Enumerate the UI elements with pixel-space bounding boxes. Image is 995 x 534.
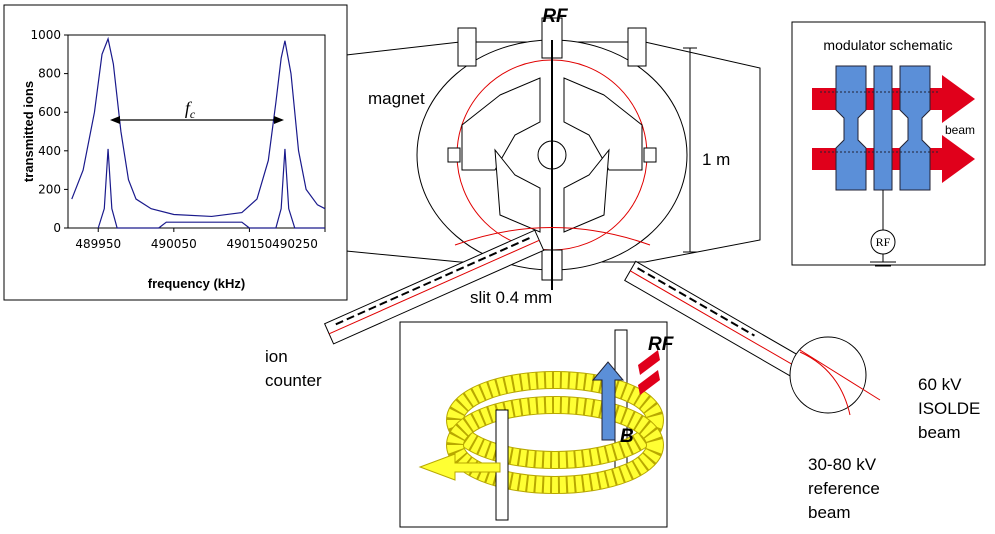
y-tick-label: 400 <box>38 144 61 158</box>
x-axis-label: frequency (kHz) <box>148 276 246 291</box>
x-tick-label: 490050 <box>151 237 197 251</box>
figure: RF magnet 1 m slit 0.4 mm ioncounter 60 … <box>0 0 995 534</box>
y-tick-label: 200 <box>38 182 61 196</box>
y-tick-label: 600 <box>38 105 61 119</box>
scale-label: 1 m <box>702 150 730 169</box>
inset-rf-label: RF <box>648 334 675 355</box>
x-tick-label: 490250 <box>272 237 318 251</box>
fc-sub: c <box>190 107 196 121</box>
modulator-title: modulator schematic <box>823 37 952 53</box>
y-axis-label: transmitted ions <box>21 81 36 182</box>
x-tick-label: 489950 <box>75 237 121 251</box>
y-tick-label: 0 <box>53 221 61 235</box>
y-tick-label: 800 <box>38 67 61 81</box>
magnet-label: magnet <box>368 89 425 108</box>
rf-label: RF <box>542 6 569 27</box>
y-tick-label: 1000 <box>30 28 61 42</box>
modulator-box <box>792 22 985 266</box>
rf-source-label: RF <box>876 235 891 249</box>
beam-label: beam <box>945 123 975 137</box>
slit-label: slit 0.4 mm <box>470 288 552 307</box>
trap-inset <box>400 322 667 527</box>
b-field-label: B <box>620 426 634 447</box>
x-tick-label: 490150 <box>227 237 273 251</box>
